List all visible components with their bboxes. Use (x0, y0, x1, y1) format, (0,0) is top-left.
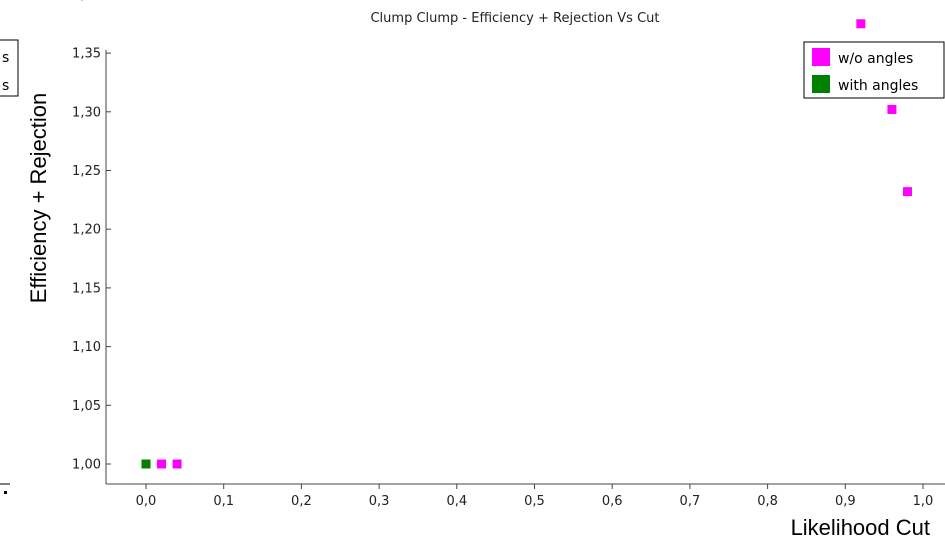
x-axis-title: Likelihood Cut (791, 515, 930, 540)
legend-swatch-with-angles (812, 75, 830, 93)
y-tick-label: 1,10 (72, 340, 101, 355)
y-axis-title: Efficiency + Rejection (26, 93, 51, 304)
point-w-o-angles (157, 459, 167, 469)
point-w-o-angles (172, 459, 182, 469)
x-tick-label: 0,7 (680, 494, 701, 509)
point-w-o-angles (902, 187, 912, 197)
x-tick-label: 0,1 (213, 494, 234, 509)
y-tick-label: 1,35 (72, 47, 101, 62)
x-tick-label: 1,0 (913, 494, 934, 509)
data-points (141, 19, 912, 469)
y-tick-label: 1,15 (72, 281, 101, 296)
chart-title: Clump Clump - Efficiency + Rejection Vs … (370, 11, 659, 26)
x-tick-label: 0,4 (446, 494, 467, 509)
point-with-angles (141, 459, 151, 469)
legend-swatch-wo-angles (812, 48, 830, 66)
left-legend-fragment-box (0, 39, 19, 97)
left-legend-fragment: s s (0, 39, 19, 97)
legend-label-wo-angles: w/o angles (838, 51, 913, 67)
x-ticks: 0,0 0,1 0,2 0,3 0,4 0,5 0,6 0,7 0,8 0,9 1,0 (136, 484, 934, 509)
x-tick-label: 0,6 (602, 494, 623, 509)
x-tick-label: 0,0 (136, 494, 157, 509)
y-ticks: 1,001,051,101,151,201,251,301,351,401,45… (72, 0, 111, 473)
point-w-o-angles (856, 19, 866, 29)
x-tick-label: 0,9 (835, 494, 856, 509)
left-legend-fragment-line-1: s (2, 50, 9, 66)
legend-label-with-angles: with angles (838, 78, 918, 94)
y-tick-label: 1,20 (72, 223, 101, 238)
x-tick-label: 0,8 (757, 494, 778, 509)
left-edge-dot (4, 491, 7, 494)
y-tick-label: 1,40 (72, 0, 101, 3)
y-tick-label: 1,25 (72, 164, 101, 179)
point-w-o-angles (887, 104, 897, 114)
x-tick-label: 0,2 (291, 494, 312, 509)
x-tick-label: 0,5 (524, 494, 545, 509)
y-tick-label: 1,00 (72, 458, 101, 473)
legend: w/o angles with angles (803, 41, 945, 99)
y-tick-label: 1,05 (72, 399, 101, 414)
left-legend-fragment-line-2: s (2, 78, 9, 94)
y-tick-label: 1,30 (72, 105, 101, 120)
x-tick-label: 0,3 (369, 494, 390, 509)
